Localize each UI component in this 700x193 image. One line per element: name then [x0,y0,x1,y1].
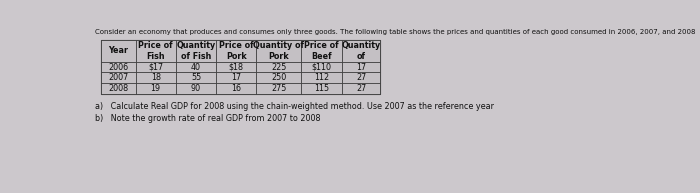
Bar [302,83,342,94]
Bar [136,83,176,94]
Bar [102,40,136,62]
Bar [302,40,342,62]
Text: Price of
Beef: Price of Beef [304,41,339,61]
Text: b)   Note the growth rate of real GDP from 2007 to 2008: b) Note the growth rate of real GDP from… [95,114,321,123]
Bar [342,40,381,62]
Text: 27: 27 [356,84,366,93]
Text: 40: 40 [191,63,201,72]
Text: 250: 250 [272,73,286,82]
Text: Quantity of
Pork: Quantity of Pork [253,41,304,61]
Text: 112: 112 [314,73,329,82]
Bar [216,62,256,72]
Text: 115: 115 [314,84,329,93]
Bar [342,62,381,72]
Bar [342,72,381,83]
Bar [256,83,302,94]
Text: Price of
Pork: Price of Pork [219,41,253,61]
Bar [342,83,381,94]
Text: 17: 17 [356,63,366,72]
Text: Price of
Fish: Price of Fish [139,41,173,61]
Bar [302,62,342,72]
Bar [256,40,302,62]
Text: a)   Calculate Real GDP for 2008 using the chain-weighted method. Use 2007 as th: a) Calculate Real GDP for 2008 using the… [95,102,494,111]
Bar [176,83,216,94]
Text: 275: 275 [271,84,286,93]
Text: Quantity
of Fish: Quantity of Fish [176,41,216,61]
Text: $110: $110 [312,63,332,72]
Text: 19: 19 [150,84,161,93]
Bar [176,62,216,72]
Bar [176,72,216,83]
Text: $18: $18 [229,63,244,72]
Text: 55: 55 [191,73,201,82]
Bar [216,72,256,83]
Text: 2006: 2006 [108,63,129,72]
Bar [176,40,216,62]
Text: 2007: 2007 [108,73,129,82]
Text: 16: 16 [231,84,241,93]
Text: 225: 225 [271,63,286,72]
Bar [102,83,136,94]
Text: 2008: 2008 [108,84,129,93]
Bar [302,72,342,83]
Bar [256,72,302,83]
Text: 17: 17 [231,73,241,82]
Bar [216,83,256,94]
Text: 90: 90 [191,84,201,93]
Bar [256,62,302,72]
Bar [102,40,381,94]
Text: 18: 18 [150,73,161,82]
Bar [216,40,256,62]
Text: Consider an economy that produces and consumes only three goods. The following t: Consider an economy that produces and co… [95,29,696,35]
Bar [136,72,176,83]
Bar [102,62,136,72]
Text: Year: Year [108,46,129,55]
Text: 27: 27 [356,73,366,82]
Text: Quantity
of: Quantity of [342,41,381,61]
Text: $17: $17 [148,63,163,72]
Bar [102,72,136,83]
Bar [136,40,176,62]
Bar [136,62,176,72]
